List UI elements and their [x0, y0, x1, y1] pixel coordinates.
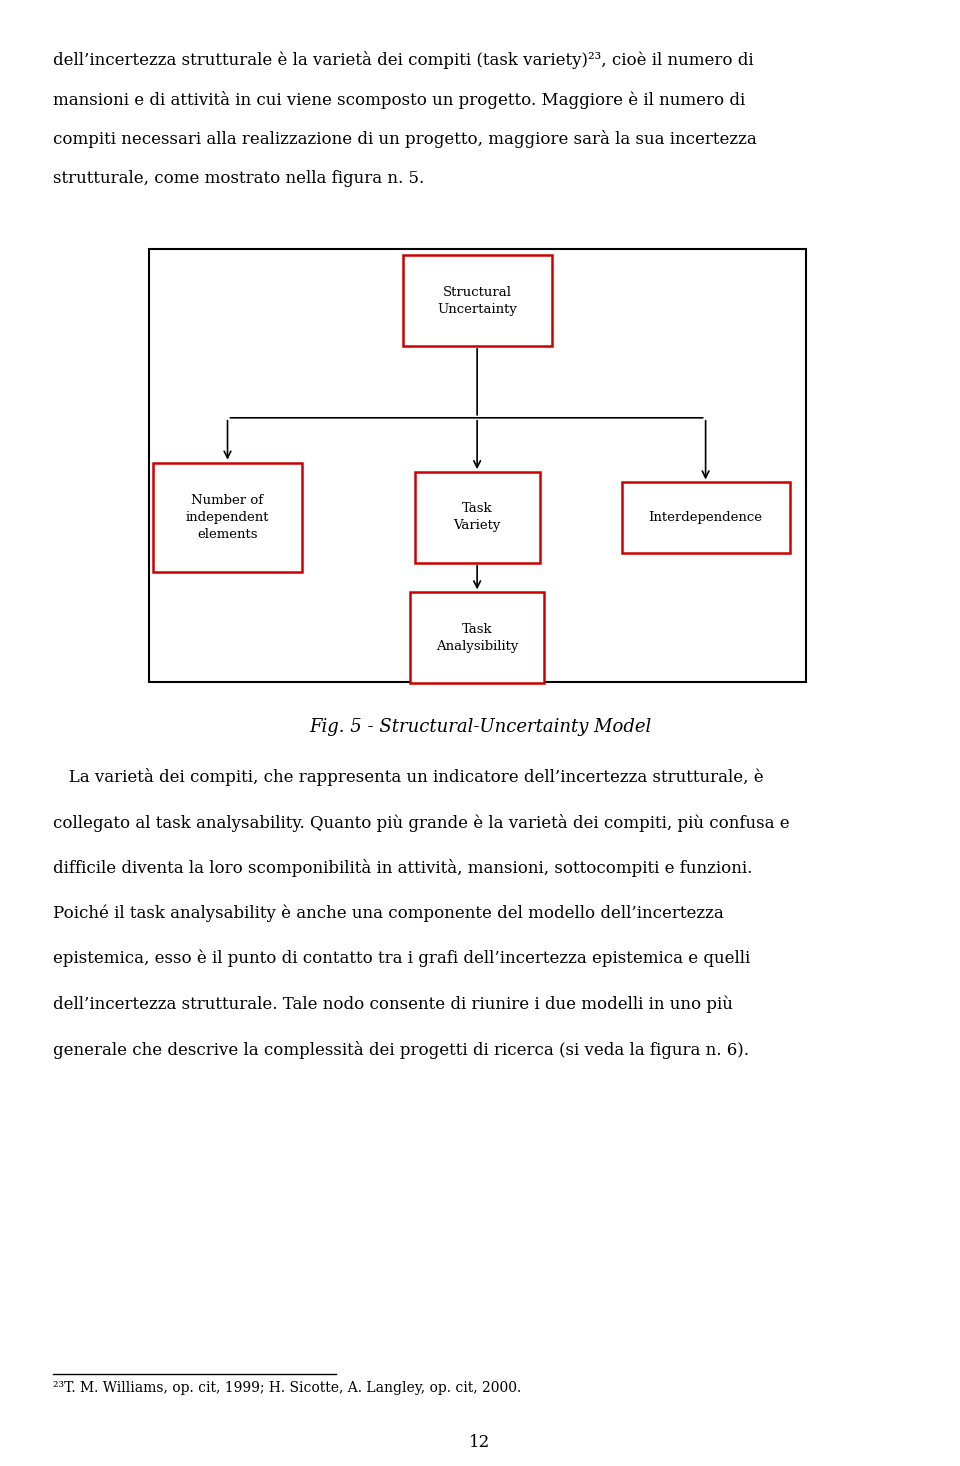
Text: Poiché il task analysability è anche una componente del modello dell’incertezza: Poiché il task analysability è anche una… — [53, 905, 724, 922]
Text: epistemica, esso è il punto di contatto tra i grafi dell’incertezza epistemica e: epistemica, esso è il punto di contatto … — [53, 950, 750, 968]
Text: Fig. 5 - Structural-Uncertainty Model: Fig. 5 - Structural-Uncertainty Model — [309, 718, 651, 736]
Text: Number of
independent
elements: Number of independent elements — [186, 494, 269, 541]
Bar — [153, 463, 301, 572]
Text: Task
Variety: Task Variety — [453, 503, 501, 532]
Text: dell’incertezza strutturale è la varietà dei compiti (task variety)²³, cioè il n: dell’incertezza strutturale è la varietà… — [53, 51, 754, 69]
Text: collegato al task analysability. Quanto più grande è la varietà dei compiti, più: collegato al task analysability. Quanto … — [53, 814, 789, 831]
Text: La varietà dei compiti, che rappresenta un indicatore dell’incertezza struttural: La varietà dei compiti, che rappresenta … — [53, 768, 763, 786]
Text: generale che descrive la complessità dei progetti di ricerca (si veda la figura : generale che descrive la complessità dei… — [53, 1041, 749, 1058]
Text: compiti necessari alla realizzazione di un progetto, maggiore sarà la sua incert: compiti necessari alla realizzazione di … — [53, 130, 756, 148]
Bar — [410, 592, 544, 683]
Bar — [621, 482, 789, 553]
Text: difficile diventa la loro scomponibilità in attività, mansioni, sottocompiti e f: difficile diventa la loro scomponibilità… — [53, 859, 753, 877]
Text: Task
Analysibility: Task Analysibility — [436, 623, 518, 652]
Text: Interdependence: Interdependence — [649, 512, 762, 523]
Bar — [149, 249, 806, 682]
Text: strutturale, come mostrato nella figura n. 5.: strutturale, come mostrato nella figura … — [53, 170, 424, 188]
Text: ²³T. M. Williams, op. cit, 1999; H. Sicotte, A. Langley, op. cit, 2000.: ²³T. M. Williams, op. cit, 1999; H. Sico… — [53, 1381, 521, 1396]
Bar — [415, 472, 540, 563]
Text: dell’incertezza strutturale. Tale nodo consente di riunire i due modelli in uno : dell’incertezza strutturale. Tale nodo c… — [53, 995, 732, 1013]
Text: 12: 12 — [469, 1434, 491, 1451]
Text: Structural
Uncertainty: Structural Uncertainty — [437, 286, 517, 315]
Bar — [403, 255, 551, 346]
Text: mansioni e di attività in cui viene scomposto un progetto. Maggiore è il numero : mansioni e di attività in cui viene scom… — [53, 91, 745, 108]
